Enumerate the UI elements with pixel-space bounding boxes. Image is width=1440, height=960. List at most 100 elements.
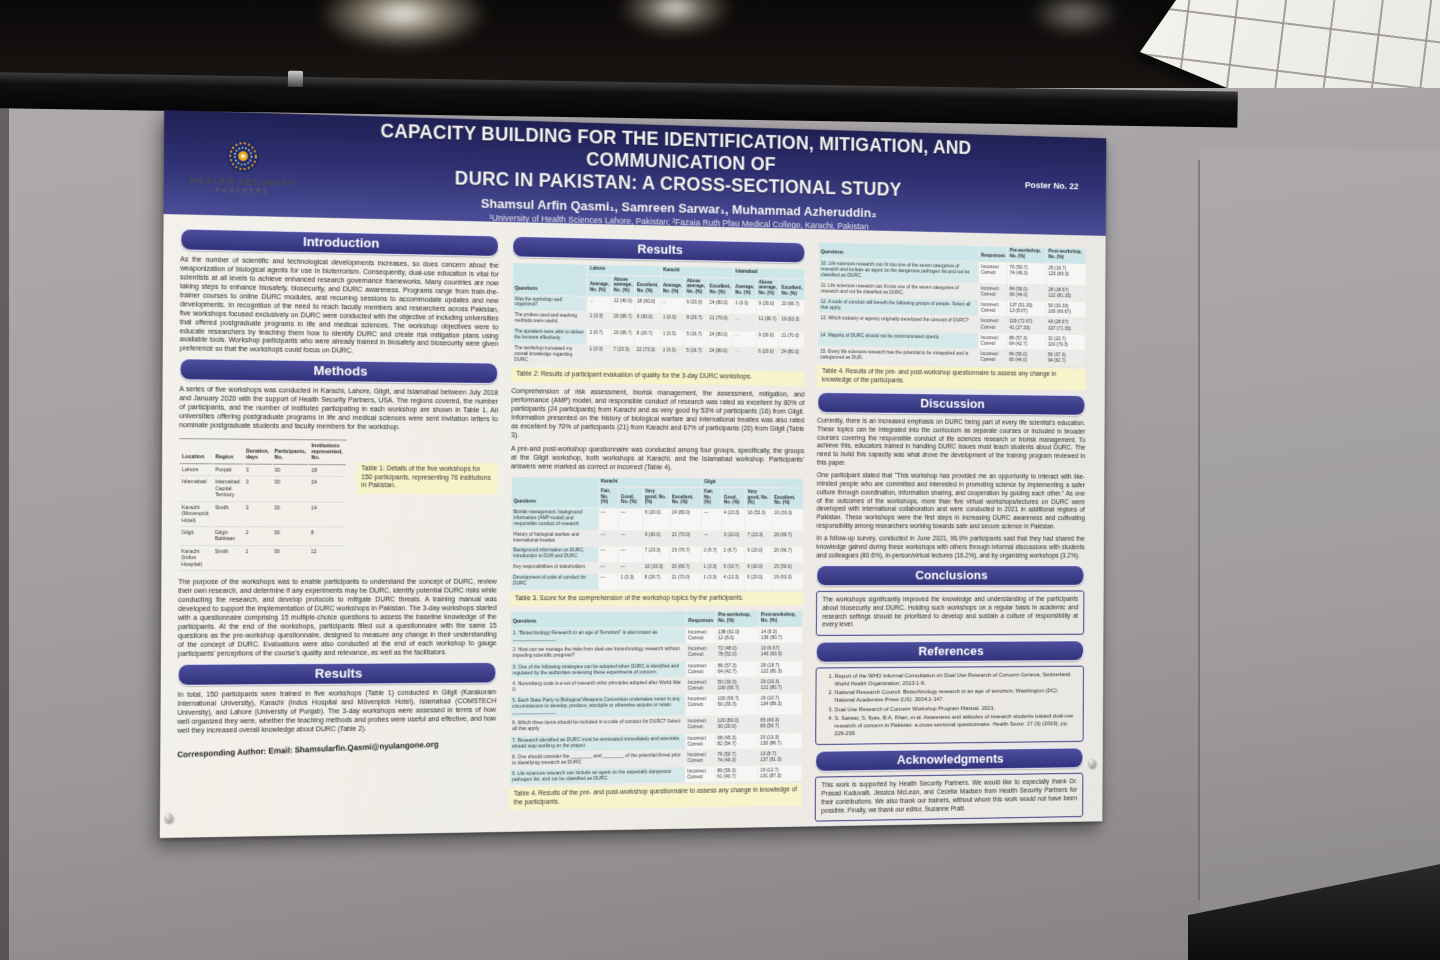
table4-caption: Table 4. Results of the pre- and post-wo… [508, 783, 803, 811]
references-list: Report of the WHO Informal Consultation … [822, 671, 1078, 738]
section-header-methods: Methods [179, 358, 499, 385]
table-cell: 6 (20.0) [745, 547, 772, 563]
introduction-text: As the number of scientific and technolo… [179, 255, 499, 356]
table-cell: 10 (6.67) 140 (93.3) [758, 643, 803, 660]
table-cell: 31 (20.7) 119 (79.3) [1046, 334, 1085, 350]
table-cell: 9 (30.0) [745, 563, 772, 573]
table4-header: Questions Responses Pre-workshop, No. (%… [510, 611, 803, 628]
table-cell: 1 (3.3) [701, 563, 721, 573]
board-left-edge [0, 88, 9, 960]
ceiling-light [318, 0, 488, 50]
table2-caption: Table 2: Results of participant evaluati… [511, 368, 805, 387]
table-cell: 9 (30.0) [634, 313, 660, 330]
table-cell: 21 (70.0) [669, 530, 701, 547]
table2-subcol: Average, No. (%) [733, 277, 757, 299]
table1-col: Institutions represented, No. [309, 441, 347, 465]
table-cell: ... [660, 297, 684, 314]
poster-number: Poster No. 22 [1024, 179, 1079, 192]
table3-subcol: Fair, No. (%) [702, 488, 722, 509]
logo-text: HEALTH SECURITY PARTNERS [190, 176, 295, 198]
table-cell: 50 (33.3) 100 (66.7) [715, 677, 758, 694]
table3-subcol: Excellent, No. (%) [772, 488, 804, 509]
table-cell: 13 (8.7) 137 (91.3) [758, 748, 802, 765]
health-security-partners-logo: HEALTH SECURITY PARTNERS [164, 130, 322, 198]
table-cell: 28 (18.7) 122 (81.3) [758, 660, 803, 677]
table-cell: Incorrect Correct [685, 716, 715, 733]
table1-col: Duration, days [243, 440, 272, 465]
table2-subcol: Average, No. (%) [661, 276, 684, 298]
table-cell: Karachi (Indus Hospital) [179, 546, 212, 572]
table-cell: Punjab [213, 464, 243, 477]
table-cell: — [618, 547, 642, 563]
table-cell: — [701, 509, 722, 531]
table-cell: 8 (26.7) [634, 329, 660, 346]
table-cell: 6 (20.0) [745, 573, 772, 589]
table-cell: 24 (80.0) [707, 298, 733, 315]
table-cell: 3. One of the following strategies can b… [510, 661, 686, 679]
table-cell: 13. Which industry or agency originally … [818, 313, 979, 333]
table-cell: 7. Research identified as DURC must be t… [510, 733, 685, 752]
table-cell: 12 (40.0) [611, 296, 635, 313]
table-cell: 24 (80.0) [707, 330, 733, 347]
table-cell: 20 (66.7) [611, 329, 634, 345]
results-left-text: In total, 150 participants were trained … [177, 688, 497, 735]
discussion-para1: Currently, there is an increased emphasi… [816, 418, 1086, 467]
table-cell: 16 (53.3) [745, 509, 772, 531]
table2-group-lahore: Lahore [588, 264, 661, 276]
table-cell: 84 (56.0) 66 (44.0) [1007, 349, 1046, 366]
table-cell: Incorrect Correct [978, 332, 1007, 349]
table-cell: 28 (18.67) 122 (81.33) [1046, 285, 1086, 302]
table3-body: Biorisk management, background informati… [511, 508, 803, 590]
title-block: CAPACITY BUILDING FOR THE IDENTIFICATION… [321, 114, 1025, 234]
table-cell: 30 [272, 465, 309, 477]
rail-clip [287, 70, 304, 87]
table-cell: 2 (6.7) [701, 547, 721, 563]
table-cell: 10 (33.3) [772, 509, 803, 531]
table-cell: The workshop increased my overall knowle… [512, 344, 587, 367]
table3-group-karachi: Karachi [599, 477, 702, 488]
table-cell: Islamabad Capital Territory [213, 477, 243, 502]
table3-subcol: Excellent, No. (%) [670, 487, 702, 509]
table-cell: Incorrect Correct [685, 749, 715, 766]
reference-item: S. Sarwar, S. Ilyas, B.A. Khan, et al. A… [834, 713, 1077, 738]
table-cell: 21 (70.0) [669, 573, 701, 590]
table-cell: Karachi (Movenpick Hotel) [179, 502, 213, 528]
table-row: History of biological warfare and intern… [511, 530, 803, 547]
section-header-results-left: Results [177, 661, 497, 686]
table-cell: — [598, 508, 619, 530]
table2-group-islamabad: Islamabad [733, 267, 805, 279]
table-cell: 137 (91.33) 13 (8.67) [1007, 300, 1046, 317]
table-cell: 1 (3.3) [701, 573, 721, 590]
table-cell: 24 (80.0) [670, 509, 702, 531]
discussion-para3: In a follow-up survey, conducted in June… [816, 535, 1085, 560]
table1-col: Participants, No. [272, 440, 309, 465]
references-box: Report of the WHO Informal Consultation … [815, 665, 1084, 746]
table-cell: 15. Every life sciences research has the… [818, 346, 978, 365]
table3-header: Questions Karachi Gilgit Fair, No. (%) G… [511, 476, 804, 509]
methods-text-2: The purpose of the workshops was to enab… [177, 578, 497, 658]
table-cell: 24 (80.0) [779, 348, 804, 370]
section-header-discussion: Discussion [817, 392, 1086, 417]
table-cell: 11 (36.7) [756, 315, 779, 332]
table-cell: — [598, 563, 618, 573]
table-cell: Incorrect Correct [686, 644, 716, 661]
conclusions-text: The workshops significantly improved the… [822, 596, 1079, 629]
table-cell: 15 (50.0) [771, 563, 803, 573]
table-cell: 19 (63.3) [771, 573, 803, 589]
table-cell: Was the workshop well organized? [512, 294, 587, 312]
table-cell: 25 (16.7) 125 (83.3) [1046, 263, 1086, 286]
table-cell: 19 (63.3) [779, 315, 805, 332]
table-cell: 1 (3.3) [660, 330, 684, 346]
table-cell: 20 (13.3) 130 (86.7) [758, 732, 802, 749]
table-cell: Background information on DURC, introduc… [511, 546, 598, 563]
table2-subcol: Average, No. (%) [587, 275, 612, 296]
table-row: Gilgit Gilgit-Baltistan 2 30 8 [179, 528, 346, 547]
table2-subcol: Excellent, No. (%) [707, 277, 733, 299]
table-row: 9. Life sciences research can include an… [509, 765, 802, 786]
results-mid-para2: A pre-and post-workshop questionnaire wa… [510, 444, 805, 471]
table-cell: Sindh [212, 502, 243, 528]
table-cell: 1. "Biotechnology Research in an age of … [510, 627, 686, 645]
table-cell: 4 (13.3) [721, 509, 745, 531]
table-cell: Incorrect Correct [685, 677, 715, 694]
table-row: 4. Nuremberg code is a set of research e… [510, 676, 802, 696]
